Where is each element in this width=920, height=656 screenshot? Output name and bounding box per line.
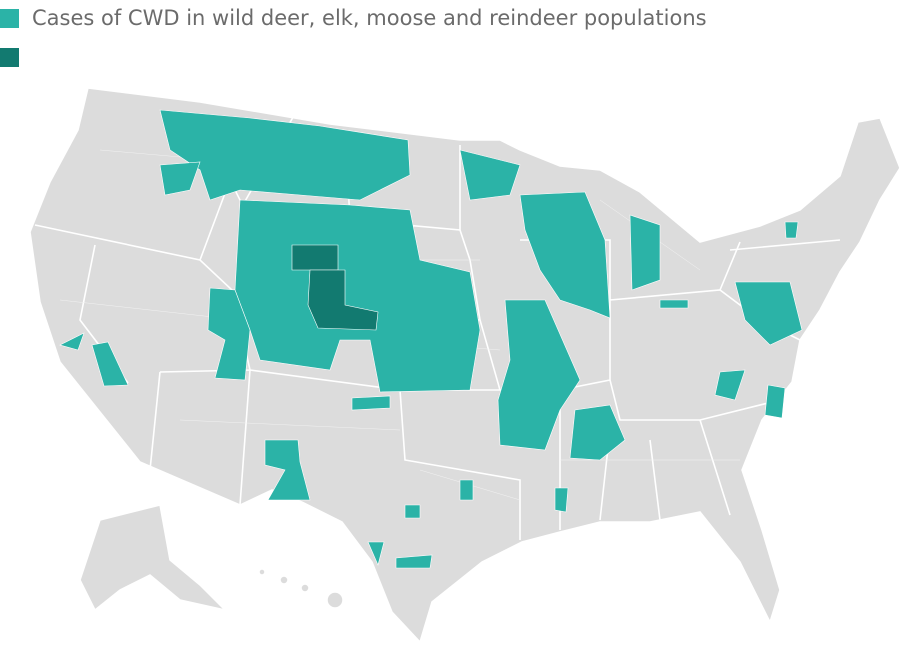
cwd-area (459, 479, 474, 501)
cwd-area (519, 191, 611, 319)
cwd-area (659, 299, 689, 309)
cwd-area (367, 541, 385, 566)
cwd-area (351, 395, 391, 411)
cwd-area (734, 281, 803, 346)
cwd-area (264, 439, 311, 501)
legend-item (0, 45, 19, 69)
cwd-area (91, 341, 129, 387)
cwd-area (59, 332, 85, 351)
cwd-area (764, 384, 786, 419)
cwd-area (714, 369, 746, 401)
island (258, 568, 266, 576)
legend-item: Cases of CWD in wild deer, elk, moose an… (0, 6, 707, 30)
island (326, 591, 344, 609)
legend-label: Cases of CWD in wild deer, elk, moose an… (32, 6, 707, 30)
cwd-area (784, 221, 799, 239)
island (279, 575, 289, 585)
cwd-area (207, 287, 251, 381)
cwd-area (554, 487, 569, 513)
cwd-area (395, 554, 433, 569)
cwd-area (159, 109, 411, 201)
cwd-area (459, 149, 521, 201)
hawaii (258, 568, 344, 609)
cwd-severe-area (291, 244, 339, 271)
cwd-areas (59, 109, 803, 569)
cwd-area (569, 404, 626, 461)
island (300, 583, 310, 593)
alaska (79, 504, 228, 612)
legend-swatch (0, 47, 19, 67)
cwd-area (404, 504, 421, 519)
cwd-severe-area (307, 269, 379, 331)
cwd-area (159, 161, 201, 196)
cwd-area (497, 299, 581, 451)
cwd-area (629, 214, 661, 291)
legend-swatch (0, 8, 19, 28)
